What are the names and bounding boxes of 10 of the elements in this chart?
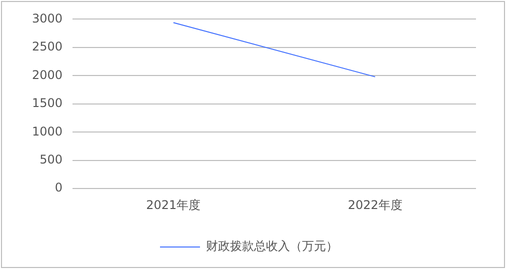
y-tick-label: 2500	[32, 40, 63, 54]
legend-label: 财政拨款总收入（万元）	[206, 239, 338, 254]
x-tick-label: 2022年度	[348, 198, 402, 212]
y-tick-label: 2000	[32, 68, 63, 82]
x-tick-label: 2021年度	[146, 198, 201, 212]
y-tick-label: 1500	[32, 96, 63, 110]
y-tick-label: 3000	[32, 11, 63, 26]
y-tick-label: 0	[54, 180, 63, 195]
y-tick-label: 1000	[32, 124, 63, 138]
y-tick-label: 500	[40, 152, 63, 166]
